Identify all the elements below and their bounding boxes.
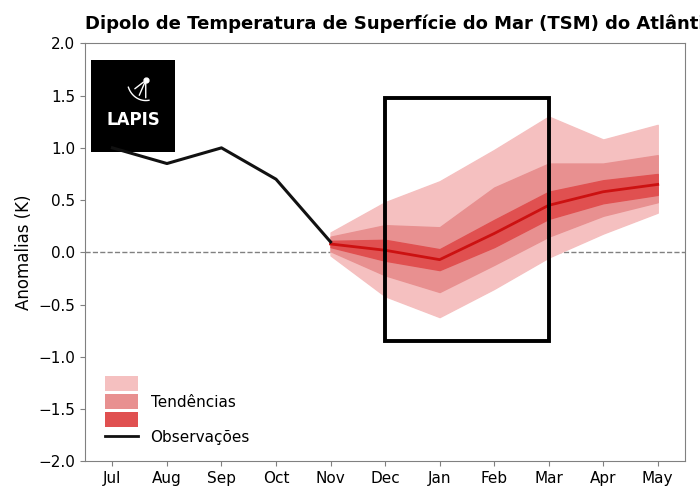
Text: Dipolo de Temperatura de Superfície do Mar (TSM) do Atlântico Tropical: Dipolo de Temperatura de Superfície do M… [85, 15, 700, 34]
Y-axis label: Anomalias (K): Anomalias (K) [15, 194, 33, 310]
Legend: , Tendências, , Observações: , Tendências, , Observações [105, 376, 250, 445]
Bar [385, 98, 549, 341]
